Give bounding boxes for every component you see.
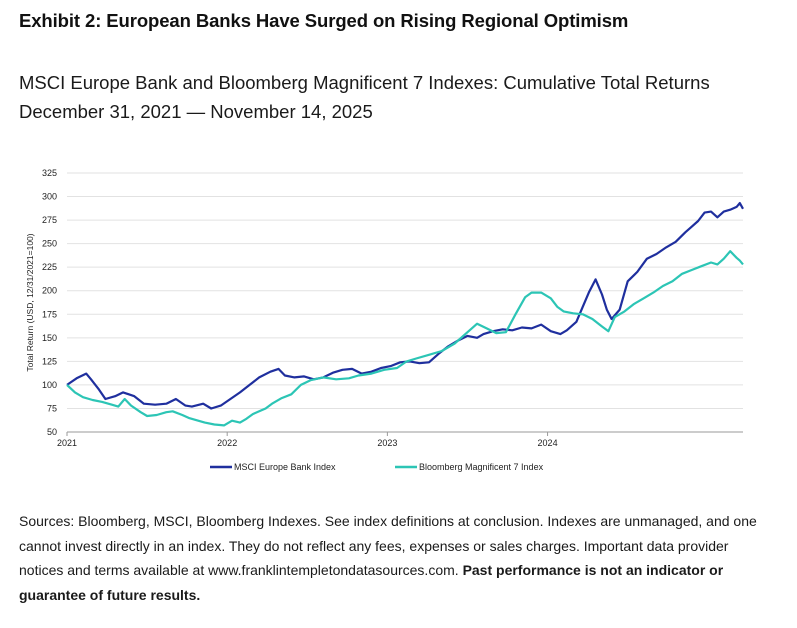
subtitle-line-1: MSCI Europe Bank and Bloomberg Magnifice… (19, 72, 710, 93)
legend-label: MSCI Europe Bank Index (234, 462, 336, 472)
past-performance-disclaimer: Past performance is not an indicator or … (19, 562, 724, 603)
y-tick-label: 125 (42, 356, 57, 366)
chart-subtitle: MSCI Europe Bank and Bloomberg Magnifice… (19, 68, 779, 126)
y-tick-label: 200 (42, 286, 57, 296)
y-tick-label: 75 (47, 403, 57, 413)
x-tick-label: 2024 (538, 438, 558, 448)
magnificent-7-line (66, 250, 744, 427)
subtitle-line-2: December 31, 2021 — November 14, 2025 (19, 101, 373, 122)
sources-text: Sources: Bloomberg, MSCI, Bloomberg Inde… (19, 513, 757, 578)
msci-europe-bank-line (66, 202, 744, 410)
y-tick-label: 325 (42, 168, 57, 178)
y-tick-label: 50 (47, 427, 57, 437)
y-tick-label: 275 (42, 215, 57, 225)
y-axis-label: Total Return (USD, 12/31/2021=100) (25, 233, 35, 371)
exhibit-title: Exhibit 2: European Banks Have Surged on… (19, 10, 629, 31)
y-tick-label: 175 (42, 309, 57, 319)
series-lines (66, 202, 744, 427)
legend-label: Bloomberg Magnificent 7 Index (419, 462, 544, 472)
y-tick-label: 250 (42, 239, 57, 249)
y-tick-label: 300 (42, 192, 57, 202)
legend: MSCI Europe Bank Index Bloomberg Magnific… (210, 462, 544, 472)
sources-note: Sources: Bloomberg, MSCI, Bloomberg Inde… (19, 509, 769, 607)
gridlines (67, 172, 743, 433)
y-tick-label: 225 (42, 262, 57, 272)
x-tick-label: 2021 (57, 438, 77, 448)
x-tick-label: 2022 (217, 438, 237, 448)
x-tick-label: 2023 (377, 438, 397, 448)
x-axis-ticks: 2021 2022 2023 2024 (57, 432, 558, 448)
y-tick-label: 100 (42, 380, 57, 390)
y-tick-label: 150 (42, 333, 57, 343)
y-axis-ticks: 50 75 100 125 150 175 200 225 250 275 300 325 (42, 168, 57, 437)
